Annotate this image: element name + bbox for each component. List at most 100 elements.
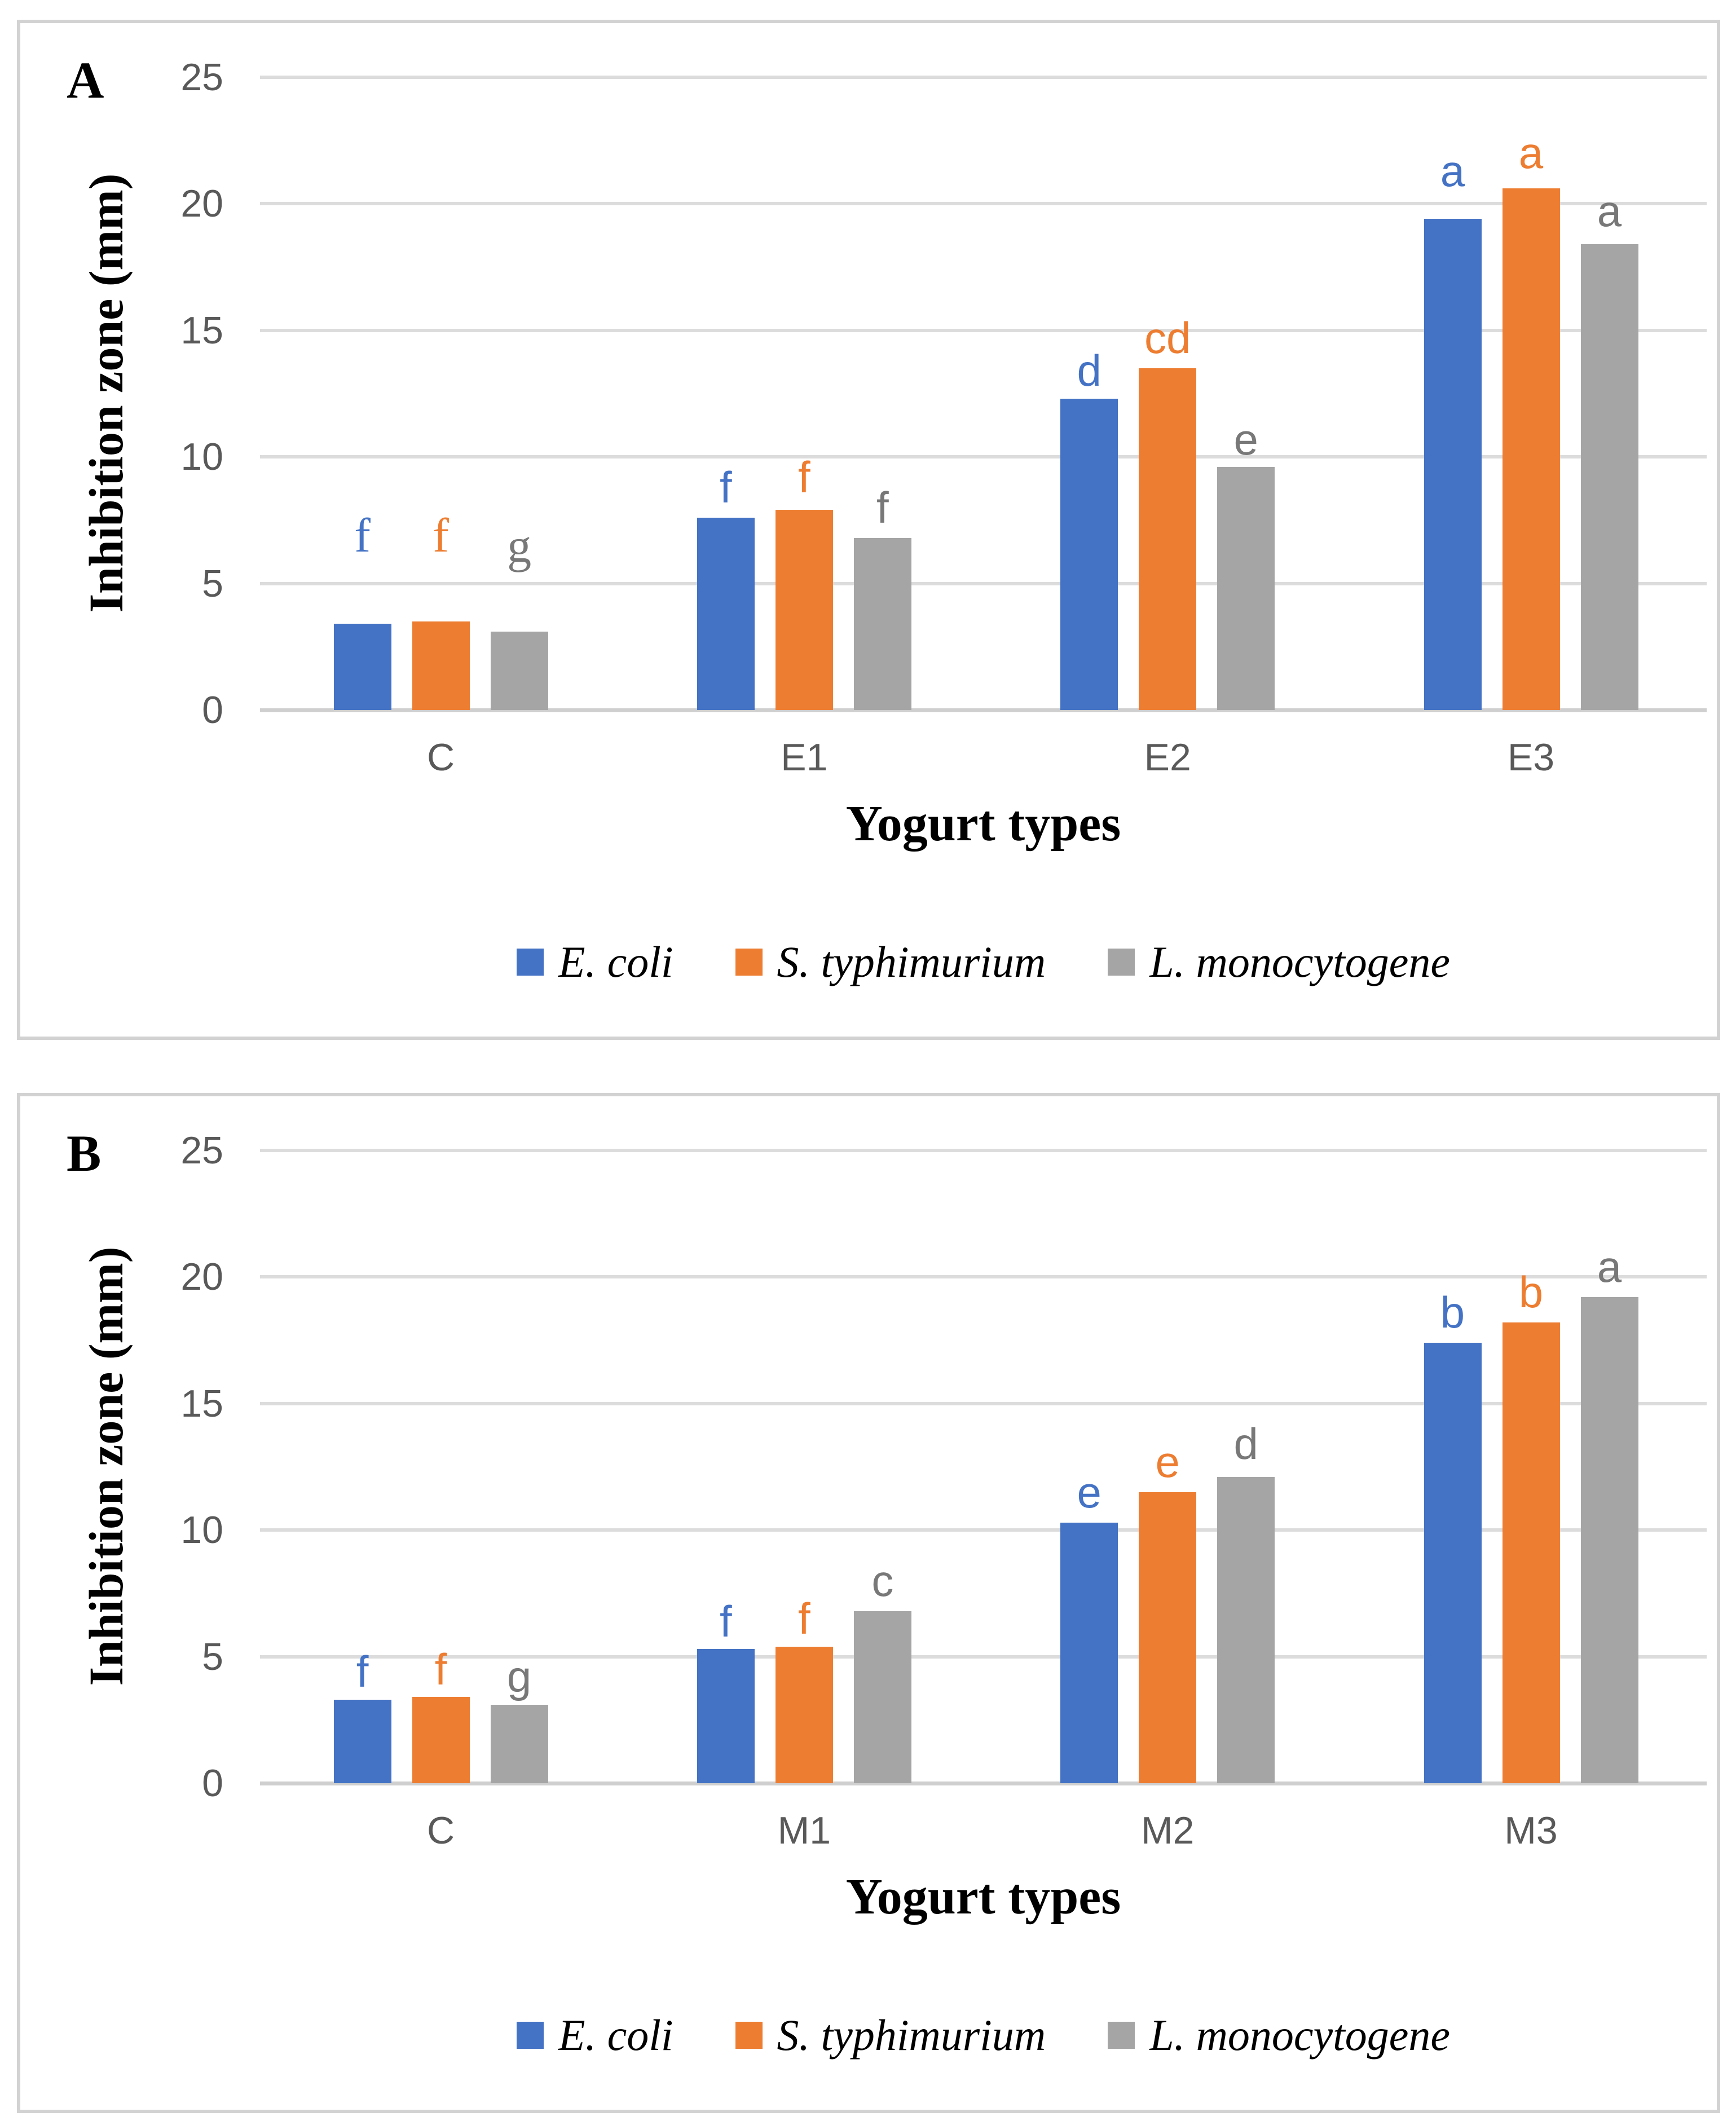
bar <box>853 537 911 710</box>
significance-letter: f <box>876 482 889 532</box>
significance-letter: a <box>1597 186 1622 236</box>
x-axis-title: Yogurt types <box>845 796 1121 852</box>
gridline <box>260 1655 1707 1659</box>
y-tick-label: 5 <box>202 1635 223 1678</box>
legend-swatch-icon <box>516 2022 544 2049</box>
gridline <box>260 1275 1707 1278</box>
significance-letter: f <box>798 1594 810 1644</box>
bar <box>1060 1522 1118 1783</box>
significance-letter: e <box>1233 414 1258 464</box>
legend-item: L. monocytogene <box>1108 2010 1450 2061</box>
significance-letter: cd <box>1144 312 1191 363</box>
significance-letter: f <box>433 508 449 563</box>
bar <box>1502 188 1560 710</box>
bar <box>333 1699 391 1783</box>
y-tick-label: 0 <box>202 1762 223 1805</box>
bar <box>1424 218 1482 710</box>
bar <box>1060 398 1118 710</box>
gridline <box>260 328 1707 332</box>
significance-letter: f <box>356 1647 369 1697</box>
bar <box>412 1697 470 1783</box>
category-label: M3 <box>1504 1809 1558 1852</box>
significance-letter: d <box>1233 1419 1258 1469</box>
legend-swatch-icon <box>516 949 544 976</box>
significance-letter: a <box>1597 1242 1622 1292</box>
legend-label: E. coli <box>558 2010 673 2060</box>
bar <box>490 1704 548 1783</box>
legend-swatch-icon <box>735 2022 763 2049</box>
y-tick-label: 15 <box>180 308 223 352</box>
y-tick-label: 10 <box>180 435 223 478</box>
category-label: E2 <box>1144 736 1191 779</box>
bar <box>412 621 470 710</box>
legend-item: S. typhimurium <box>735 937 1046 987</box>
gridline <box>260 202 1707 205</box>
bar <box>697 1649 755 1783</box>
bar <box>775 510 833 710</box>
bar <box>1139 368 1197 710</box>
bar <box>1502 1322 1560 1783</box>
y-tick-label: 25 <box>180 55 223 99</box>
significance-letter: b <box>1440 1287 1465 1337</box>
category-label: M1 <box>777 1809 831 1852</box>
significance-letter: c <box>871 1555 894 1606</box>
significance-letter: a <box>1518 128 1544 178</box>
y-tick-label: 0 <box>202 689 223 731</box>
legend-item: S. typhimurium <box>735 2010 1046 2061</box>
significance-letter: d <box>1077 346 1101 396</box>
bar <box>697 517 755 710</box>
y-tick-label: 15 <box>180 1382 223 1425</box>
legend-label: L. monocytogene <box>1149 2010 1451 2060</box>
legend-swatch-icon <box>1108 2022 1135 2049</box>
y-tick-label: 20 <box>180 182 223 225</box>
bar <box>1424 1342 1482 1783</box>
bar <box>1580 244 1638 710</box>
y-tick-label: 25 <box>180 1128 223 1172</box>
category-label: E1 <box>781 736 828 779</box>
bar <box>1217 1476 1275 1783</box>
significance-letter: f <box>720 1596 732 1646</box>
significance-letter: g <box>507 518 532 573</box>
bar <box>1217 466 1275 710</box>
x-axis-line <box>260 708 1707 712</box>
gridline <box>260 581 1707 585</box>
legend-label: L. monocytogene <box>1149 937 1451 986</box>
panel-label: A <box>67 51 104 109</box>
significance-letter: e <box>1155 1436 1180 1487</box>
significance-letter: f <box>798 452 810 502</box>
category-label: C <box>427 1809 455 1852</box>
bar <box>490 631 548 710</box>
significance-letter: a <box>1440 145 1465 196</box>
significance-letter: g <box>506 1652 532 1702</box>
significance-letter: f <box>434 1644 447 1694</box>
gridline <box>260 75 1707 79</box>
legend-label: S. typhimurium <box>777 2010 1046 2060</box>
gridline <box>260 1148 1707 1152</box>
bar <box>333 624 391 710</box>
x-axis-title: Yogurt types <box>845 1869 1121 1925</box>
significance-letter: f <box>720 462 732 512</box>
gridline <box>260 1401 1707 1405</box>
y-tick-label: 20 <box>180 1255 223 1298</box>
x-axis-line <box>260 1782 1707 1785</box>
significance-letter: f <box>354 508 371 563</box>
legend-label: E. coli <box>558 937 673 986</box>
legend-item: L. monocytogene <box>1108 937 1450 987</box>
legend: E. coli S. typhimurium L. monocytogene <box>260 2010 1707 2061</box>
gridline <box>260 455 1707 458</box>
y-tick-label: 5 <box>202 562 223 605</box>
significance-letter: e <box>1077 1467 1101 1517</box>
category-label: E3 <box>1507 736 1555 779</box>
category-label: M2 <box>1140 1809 1195 1852</box>
bar <box>853 1611 911 1783</box>
y-tick-label: 10 <box>180 1509 223 1551</box>
significance-letter: b <box>1518 1267 1544 1317</box>
category-label: C <box>427 736 455 779</box>
legend-swatch-icon <box>735 949 763 976</box>
legend-swatch-icon <box>1108 949 1135 976</box>
